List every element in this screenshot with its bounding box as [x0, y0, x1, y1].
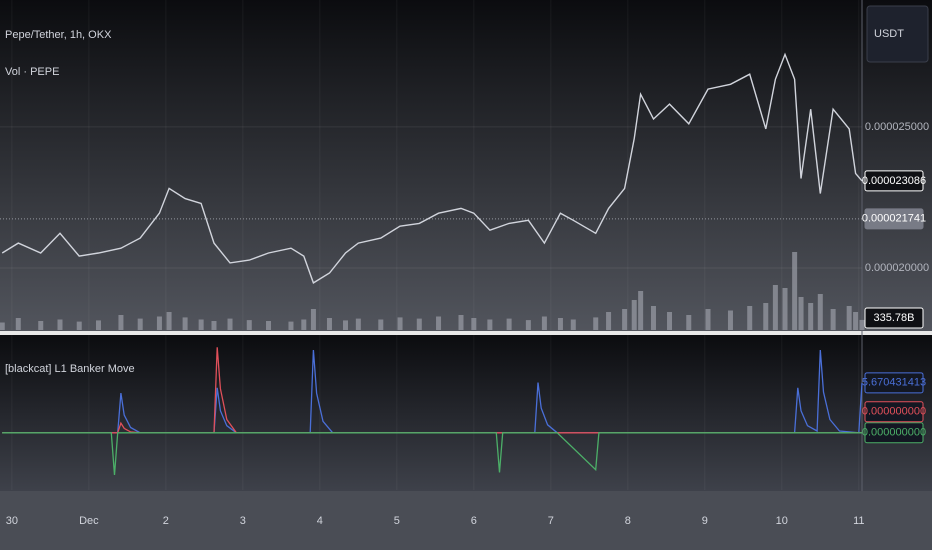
last-value-label-box — [864, 372, 924, 394]
volume-bar — [782, 288, 788, 330]
volume-title: Vol · PEPE — [5, 66, 59, 78]
last-value-label-box — [864, 170, 924, 192]
volume-bar — [830, 309, 836, 330]
volume-bar — [76, 321, 82, 330]
x-tick-label: 8 — [625, 515, 631, 527]
volume-bar — [570, 319, 576, 330]
volume-bar — [541, 316, 547, 330]
volume-bar — [0, 322, 5, 330]
volume-bar — [705, 309, 711, 330]
x-tick-label: 11 — [853, 515, 864, 527]
volume-bar — [798, 297, 804, 330]
volume-bar — [198, 319, 204, 330]
indicator-title: [blackcat] L1 Banker Move — [5, 363, 135, 375]
volume-bar — [638, 291, 644, 330]
last-value-label-box — [864, 307, 924, 329]
volume-bar — [817, 294, 823, 330]
volume-bar — [166, 312, 172, 330]
volume-bar — [266, 321, 272, 330]
volume-bar — [416, 318, 422, 330]
reference-label: 0.000021741 — [862, 213, 926, 225]
last-value-label-box — [864, 401, 924, 423]
volume-bar — [156, 316, 162, 330]
volume-bar — [772, 285, 778, 330]
x-tick-label: 10 — [776, 515, 788, 527]
indicator-pane — [0, 335, 932, 491]
x-tick-label: 2 — [163, 515, 169, 527]
x-tick-label: 3 — [240, 515, 246, 527]
volume-bar — [301, 319, 307, 330]
series-line — [1, 52, 863, 284]
volume-bar — [343, 320, 349, 330]
x-tick-label: 6 — [471, 515, 477, 527]
volume-bar — [310, 309, 316, 330]
volume-bar — [57, 319, 63, 330]
volume-bar — [853, 312, 859, 330]
volume-bar — [95, 320, 101, 330]
x-tick-label: 7 — [548, 515, 554, 527]
volume-bar — [859, 319, 865, 330]
x-tick-label: 9 — [702, 515, 708, 527]
volume-bar — [182, 317, 188, 330]
volume-bar — [650, 306, 656, 330]
volume-bar — [557, 318, 563, 330]
last-value-label: 0.000000000 — [862, 406, 926, 418]
volume-bar — [525, 320, 531, 330]
main-pane — [0, 0, 932, 331]
currency-box[interactable] — [866, 5, 929, 63]
volume-bar — [288, 321, 294, 330]
volume-bar — [378, 319, 384, 330]
volume-bar — [436, 316, 442, 330]
volume-bar — [622, 309, 628, 330]
y-tick-label: 0.000020000 — [865, 262, 929, 274]
volume-bar — [727, 310, 733, 330]
volume-bar — [808, 303, 814, 330]
last-value-label-box — [864, 422, 924, 444]
volume-bar — [355, 318, 361, 330]
volume-bar — [631, 300, 637, 330]
time-axis — [0, 491, 932, 550]
volume-bar — [137, 318, 143, 330]
volume-bar — [667, 312, 673, 330]
volume-bar — [397, 317, 403, 330]
volume-bar — [38, 321, 44, 330]
x-tick-label: 4 — [317, 515, 323, 527]
volume-bar — [15, 318, 21, 330]
x-tick-label: Dec — [79, 515, 99, 527]
volume-bar — [118, 315, 124, 330]
last-value-label: 5.670431413 — [862, 377, 926, 389]
volume-bar — [846, 306, 852, 330]
volume-bar — [593, 317, 599, 330]
volume-bar — [458, 315, 464, 330]
volume-bar — [606, 312, 612, 330]
volume-bar — [506, 318, 512, 330]
x-tick-label: 30 — [6, 515, 18, 527]
currency: USDT — [874, 28, 904, 40]
volume-bar — [227, 318, 233, 330]
last-value-label: 335.78B — [874, 312, 915, 324]
volume-bar — [211, 321, 217, 330]
chart-title: Pepe/Tether, 1h, OKX — [5, 29, 112, 41]
pane-separator — [0, 331, 932, 335]
volume-bar — [471, 318, 477, 330]
volume-bar — [246, 320, 252, 330]
volume-bar — [747, 306, 753, 330]
last-value-label: 0.000000000 — [862, 427, 926, 439]
y-tick-label: 0.000025000 — [865, 121, 929, 133]
last-value-label: 0.000023086 — [862, 175, 926, 187]
volume-bar — [326, 318, 332, 330]
volume-bar — [487, 319, 493, 330]
series-line — [2, 432, 862, 476]
x-tick-label: 5 — [394, 515, 400, 527]
volume-bar — [792, 252, 798, 330]
volume-bar — [763, 303, 769, 330]
reference-label-box — [864, 208, 924, 230]
volume-bar — [686, 315, 692, 330]
